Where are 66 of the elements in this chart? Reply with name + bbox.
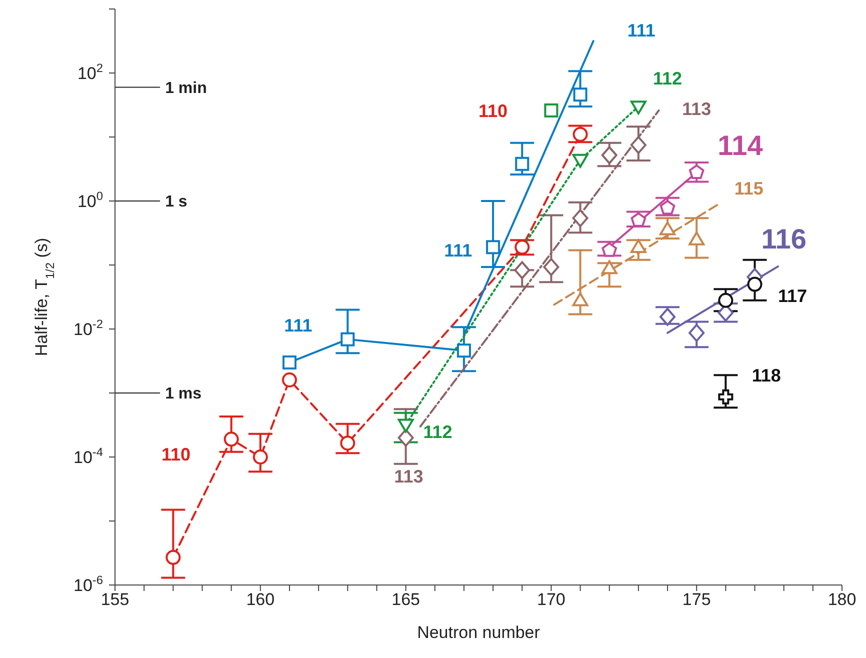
point	[486, 240, 500, 254]
point	[747, 276, 762, 292]
point	[543, 258, 560, 276]
annotation: 110	[478, 100, 508, 121]
point	[224, 432, 239, 447]
point	[398, 428, 414, 447]
annotation: 114	[718, 130, 764, 161]
point	[602, 242, 618, 257]
annotation: 116	[761, 223, 806, 254]
y-tick-label: 10$^{0}$	[77, 189, 104, 211]
ref-line-label: 1 min	[165, 80, 207, 97]
annotation: 112	[652, 68, 682, 89]
point	[601, 146, 618, 164]
x-axis-title: Neutron number	[417, 623, 540, 642]
point	[630, 136, 646, 154]
point	[515, 156, 530, 171]
annotation: 118	[752, 366, 781, 386]
annotation: 111	[444, 240, 472, 261]
annotation: 110	[162, 444, 191, 465]
point	[630, 239, 646, 254]
ref-line-label: 1 s	[165, 194, 188, 211]
y-tick-label: 10$^{-4}$	[74, 445, 104, 467]
point	[514, 240, 530, 255]
point	[660, 200, 676, 215]
annotation: 111	[284, 316, 312, 336]
point	[630, 100, 646, 114]
ref-line-label: 1 ms	[165, 386, 202, 403]
y-tick-label: 10$^{2}$	[77, 61, 104, 83]
point	[572, 126, 588, 142]
y-tick-label: 10$^{-2}$	[74, 317, 104, 339]
point	[456, 344, 471, 358]
point	[514, 261, 530, 280]
x-tick-label: 170	[537, 590, 566, 610]
point	[166, 550, 181, 565]
point	[630, 212, 646, 227]
point	[572, 209, 588, 228]
annotation: 113	[394, 466, 424, 487]
point	[688, 324, 705, 342]
point	[340, 332, 355, 346]
annotation: 112	[423, 422, 452, 442]
point	[282, 372, 297, 388]
point	[718, 292, 734, 308]
point	[718, 389, 734, 404]
point	[572, 154, 588, 168]
point	[660, 221, 676, 236]
point	[601, 260, 618, 274]
point	[398, 418, 414, 433]
y-tick-label: 10$^{-6}$	[74, 573, 104, 595]
point	[688, 164, 704, 180]
annotation: 115	[734, 178, 764, 198]
x-tick-label: 165	[392, 590, 420, 610]
point	[688, 232, 705, 246]
point	[572, 292, 588, 306]
annotation: 117	[778, 286, 808, 306]
x-tick-label: 160	[246, 590, 275, 610]
point	[252, 450, 268, 464]
point	[340, 436, 356, 451]
point	[573, 88, 588, 102]
x-tick-label: 155	[100, 590, 130, 610]
point	[544, 103, 558, 118]
x-tick-label: 180	[828, 590, 856, 610]
point	[282, 355, 296, 370]
annotation: 111	[627, 20, 656, 40]
annotation: 113	[682, 98, 712, 119]
point	[660, 308, 676, 326]
x-tick-label: 175	[682, 590, 711, 610]
